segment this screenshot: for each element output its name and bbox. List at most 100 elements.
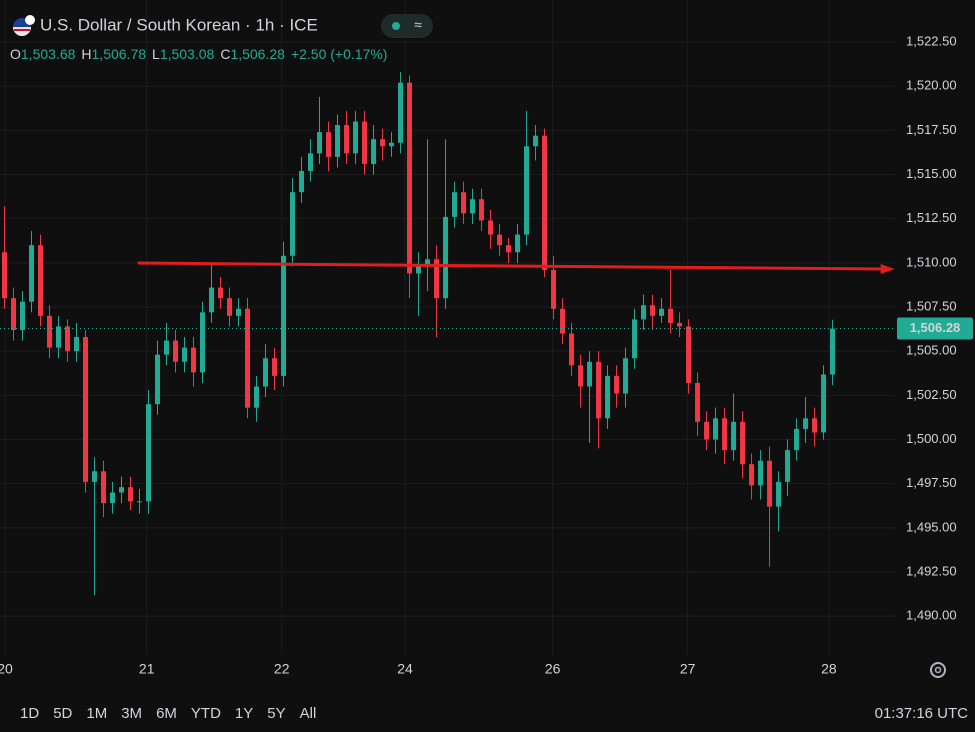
candle-body: [20, 301, 26, 330]
candle: [164, 322, 170, 366]
candle-body: [803, 418, 809, 429]
candle-body: [110, 492, 116, 504]
candle-body: [209, 287, 215, 313]
candle: [632, 308, 638, 369]
y-tick-label: 1,497.50: [906, 475, 957, 490]
range-button[interactable]: 6M: [156, 705, 177, 722]
candle: [767, 446, 773, 567]
candle: [686, 319, 692, 394]
candle-body: [254, 386, 260, 408]
range-button[interactable]: 3M: [121, 705, 142, 722]
range-button[interactable]: YTD: [191, 705, 221, 722]
candle-body: [794, 428, 800, 451]
candle: [812, 407, 818, 447]
x-tick-label: 28: [821, 661, 837, 677]
candle-body: [749, 464, 755, 486]
candle-body: [542, 135, 548, 270]
candle-body: [488, 220, 494, 235]
candle-body: [236, 308, 242, 316]
candle: [362, 110, 368, 175]
candle-body: [182, 347, 188, 362]
candle: [614, 365, 620, 408]
candle: [569, 322, 575, 376]
candle-body: [479, 199, 485, 221]
candle: [731, 393, 737, 461]
candle-body: [578, 365, 584, 387]
ohlc-value: 1,503.68: [21, 46, 76, 62]
candle-body: [443, 216, 449, 299]
candle-body: [704, 421, 710, 440]
candle: [749, 453, 755, 500]
candle-body: [830, 328, 836, 375]
candle-body: [173, 340, 179, 362]
candle: [650, 294, 656, 330]
candle-body: [11, 298, 17, 330]
ohlc-key: O: [10, 46, 21, 62]
candle: [317, 96, 323, 164]
candle-body: [452, 192, 458, 217]
candle: [38, 234, 44, 327]
candle: [416, 252, 422, 316]
y-tick-label: 1,507.50: [906, 298, 957, 313]
candle: [821, 365, 827, 440]
candle-body: [128, 487, 134, 502]
settings-icon[interactable]: [930, 662, 946, 678]
svg-text:≈: ≈: [414, 17, 422, 33]
candle-body: [398, 82, 404, 143]
last-price-box: [897, 317, 973, 340]
candle: [677, 312, 683, 338]
range-button[interactable]: 1D: [20, 705, 39, 722]
candle-body: [767, 460, 773, 507]
y-tick-label: 1,495.00: [906, 519, 957, 534]
candle: [704, 411, 710, 451]
candle-body: [722, 418, 728, 451]
status-badge[interactable]: ≈: [381, 14, 433, 38]
candle: [146, 390, 152, 514]
candle-body: [119, 487, 125, 493]
candle: [29, 231, 35, 313]
ohlc-key: H: [81, 46, 91, 62]
candle-body: [785, 450, 791, 482]
candle-body: [641, 305, 647, 320]
candle: [371, 125, 377, 175]
ohlc-line: O1,503.68 H1,506.78 L1,503.08 C1,506.28 +2.5…: [10, 46, 387, 62]
candle-body: [731, 421, 737, 451]
candle-body: [434, 259, 440, 299]
candle: [308, 139, 314, 182]
candle-body: [362, 121, 368, 164]
candle-body: [713, 418, 719, 440]
candle: [227, 287, 233, 327]
candle-body: [83, 337, 89, 482]
range-button[interactable]: 5D: [53, 705, 72, 722]
candle: [722, 407, 728, 465]
candle: [83, 329, 89, 493]
candle-body: [29, 245, 35, 302]
candle: [209, 262, 215, 323]
candle: [218, 276, 224, 309]
candle: [128, 476, 134, 511]
candle-body: [56, 326, 62, 348]
candle-body: [200, 312, 206, 373]
y-tick-label: 1,500.00: [906, 431, 957, 446]
candle: [533, 125, 539, 161]
range-button[interactable]: 5Y: [267, 705, 285, 722]
candle: [560, 298, 566, 345]
candle-body: [326, 132, 332, 157]
candle-body: [695, 382, 701, 422]
candle-body: [137, 501, 143, 503]
range-button[interactable]: 1M: [86, 705, 107, 722]
candle: [695, 372, 701, 436]
candle: [659, 298, 665, 323]
candle: [596, 351, 602, 449]
candle-body: [596, 361, 602, 419]
range-button[interactable]: 1Y: [235, 705, 253, 722]
range-button[interactable]: All: [300, 705, 317, 722]
candle: [758, 450, 764, 500]
candle-body: [758, 460, 764, 486]
candle: [785, 439, 791, 497]
candle: [641, 294, 647, 330]
candle-body: [497, 234, 503, 246]
